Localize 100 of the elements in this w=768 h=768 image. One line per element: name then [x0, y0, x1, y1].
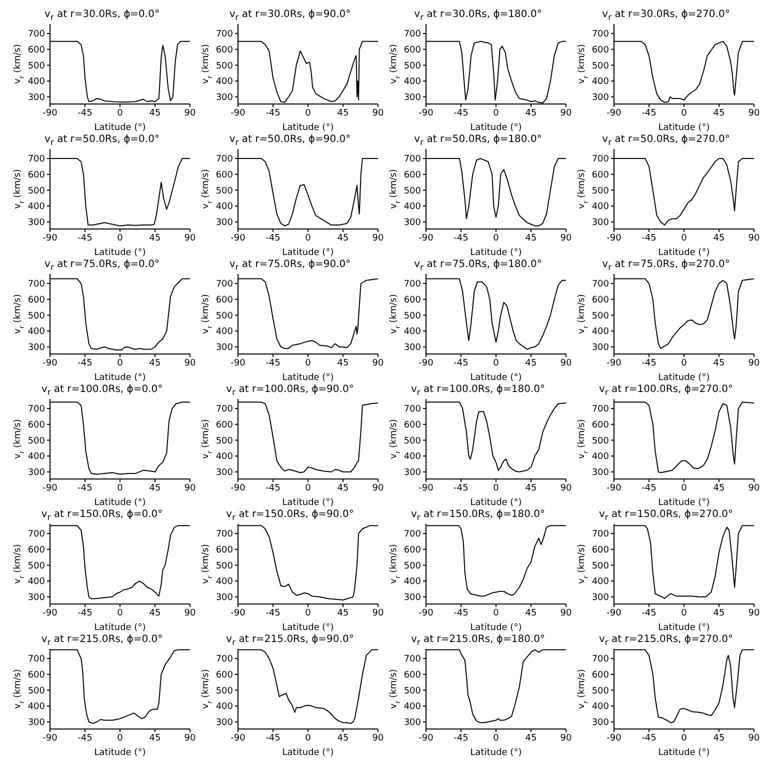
x-tick-label: 45	[525, 108, 537, 118]
y-tick-label: 500	[592, 61, 610, 72]
x-tick-label: 90	[184, 483, 196, 494]
y-tick-label: 300	[404, 343, 422, 354]
y-tick-label: 600	[592, 546, 610, 556]
x-tick-label: 90	[560, 358, 572, 368]
chart-title: v$_{r}$ at r=30.0Rs, ϕ=90.0°	[228, 8, 352, 22]
x-tick-label: -90	[230, 733, 246, 744]
chart-title: v$_{r}$ at r=50.0Rs, ϕ=270.0°	[601, 133, 731, 147]
x-tick-label: -45	[78, 108, 92, 118]
y-tick-label: 600	[592, 420, 610, 431]
y-tick-label: 500	[28, 311, 46, 322]
chart-title: v$_{r}$ at r=75.0Rs, ϕ=270.0°	[601, 258, 731, 272]
y-tick-label: 400	[216, 327, 234, 338]
y-tick-label: 600	[592, 170, 610, 181]
x-tick-label: 45	[149, 608, 161, 618]
y-tick-label: 600	[404, 170, 422, 181]
line-series	[50, 278, 190, 351]
y-tick-label: 400	[592, 202, 610, 212]
y-tick-label: 500	[28, 61, 46, 72]
y-tick-label: 500	[404, 436, 422, 446]
y-tick-label: 500	[28, 436, 46, 446]
chart-title: v$_{r}$ at r=75.0Rs, ϕ=180.0°	[413, 258, 543, 272]
y-tick-label: 700	[216, 654, 234, 665]
x-axis-title: Latitude (°)	[658, 498, 710, 508]
chart-title: v$_{r}$ at r=75.0Rs, ϕ=0.0°	[44, 258, 160, 272]
x-tick-label: -90	[230, 483, 246, 494]
y-tick-label: 500	[216, 61, 234, 72]
x-axis-title: Latitude (°)	[658, 748, 710, 758]
y-tick-label: 600	[404, 546, 422, 556]
x-axis-title: Latitude (°)	[94, 623, 146, 633]
x-tick-label: -90	[606, 483, 622, 494]
x-axis-title: Latitude (°)	[470, 623, 522, 633]
y-tick-label: 500	[592, 561, 610, 572]
x-tick-label: -45	[78, 608, 92, 618]
chart-title: v$_{r}$ at r=30.0Rs, ϕ=270.0°	[601, 8, 731, 22]
y-tick-label: 500	[592, 186, 610, 196]
chart-title: v$_{r}$ at r=150.0Rs, ϕ=180.0°	[410, 508, 546, 522]
y-tick-label: 500	[592, 436, 610, 446]
x-tick-label: -45	[266, 733, 280, 744]
x-tick-label: 90	[748, 233, 760, 244]
x-axis-title: Latitude (°)	[282, 248, 334, 258]
y-tick-label: 500	[28, 686, 46, 696]
chart-title: v$_{r}$ at r=215.0Rs, ϕ=270.0°	[598, 633, 734, 647]
y-tick-label: 300	[216, 218, 234, 228]
x-tick-label: 0	[681, 233, 688, 244]
chart-title: v$_{r}$ at r=100.0Rs, ϕ=90.0°	[225, 383, 355, 397]
chart-title: v$_{r}$ at r=215.0Rs, ϕ=180.0°	[410, 633, 546, 647]
y-tick-label: 700	[592, 280, 610, 290]
y-tick-label: 700	[28, 530, 46, 540]
x-axis-title: Latitude (°)	[94, 248, 146, 258]
x-tick-label: 0	[681, 358, 688, 368]
x-tick-label: 0	[493, 483, 500, 494]
x-tick-label: -90	[418, 483, 434, 494]
y-tick-label: 300	[592, 718, 610, 728]
x-axis-title: Latitude (°)	[282, 748, 334, 758]
x-tick-label: -45	[266, 483, 280, 494]
y-tick-label: 300	[592, 93, 610, 104]
y-tick-label: 400	[404, 77, 422, 88]
x-tick-label: 0	[117, 608, 124, 618]
y-tick-label: 400	[592, 327, 610, 338]
y-tick-label: 700	[404, 280, 422, 290]
y-tick-label: 500	[216, 311, 234, 322]
x-tick-label: 0	[681, 483, 688, 494]
x-tick-label: -45	[642, 483, 656, 494]
x-tick-label: 45	[713, 608, 725, 618]
y-tick-label: 600	[28, 296, 46, 306]
x-tick-label: 90	[560, 608, 572, 618]
y-tick-label: 400	[28, 77, 46, 88]
x-tick-label: 90	[372, 233, 384, 244]
x-axis-title: Latitude (°)	[470, 748, 522, 758]
x-tick-label: 45	[149, 358, 161, 368]
x-tick-label: 0	[117, 483, 124, 494]
x-tick-label: 0	[493, 608, 500, 618]
chart-title: v$_{r}$ at r=100.0Rs, ϕ=180.0°	[410, 383, 546, 397]
y-tick-label: 700	[28, 154, 46, 165]
y-tick-label: 300	[404, 468, 422, 478]
y-tick-label: 600	[216, 170, 234, 181]
x-tick-label: 45	[149, 483, 161, 494]
y-tick-label: 500	[592, 686, 610, 696]
x-tick-label: 90	[748, 608, 760, 618]
y-tick-label: 700	[592, 404, 610, 415]
x-tick-label: 45	[713, 358, 725, 368]
x-tick-label: 0	[117, 358, 124, 368]
x-tick-label: 45	[337, 233, 349, 244]
x-tick-label: 90	[748, 108, 760, 118]
y-tick-label: 400	[404, 577, 422, 588]
chart-title: v$_{r}$ at r=150.0Rs, ϕ=270.0°	[598, 508, 734, 522]
chart-title: v$_{r}$ at r=50.0Rs, ϕ=0.0°	[44, 133, 160, 147]
x-tick-label: 90	[184, 233, 196, 244]
y-tick-label: 600	[216, 670, 234, 681]
x-tick-label: 90	[748, 358, 760, 368]
x-tick-label: -45	[642, 733, 656, 744]
y-tick-label: 700	[216, 404, 234, 415]
x-tick-label: 0	[681, 733, 688, 744]
y-tick-label: 300	[592, 468, 610, 478]
x-tick-label: 90	[184, 108, 196, 118]
x-tick-label: -45	[642, 608, 656, 618]
y-tick-label: 600	[404, 296, 422, 306]
y-tick-label: 600	[216, 546, 234, 556]
